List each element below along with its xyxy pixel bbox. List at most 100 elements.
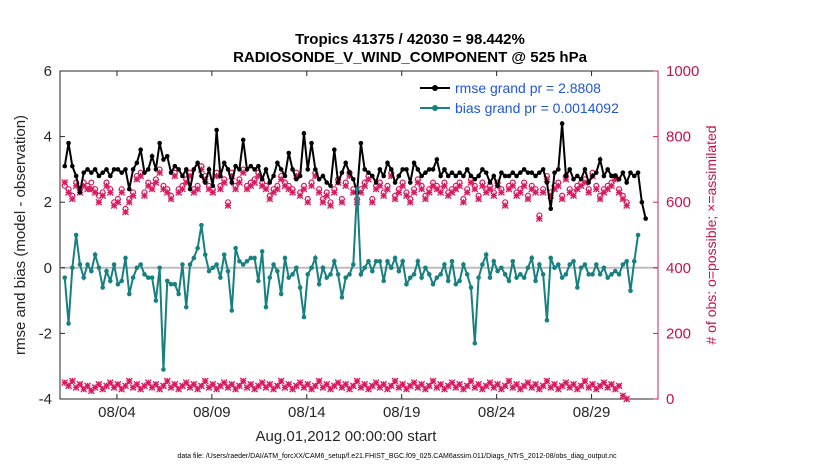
rmse-point	[487, 180, 493, 185]
rmse-point	[369, 173, 375, 179]
rmse-point	[628, 170, 633, 175]
rmse-point	[616, 176, 622, 182]
obs-assimilated-point	[573, 185, 581, 193]
obs-assimilated-point	[338, 198, 346, 206]
obs-assimilated-point	[418, 185, 426, 193]
obs-low-point	[429, 377, 437, 385]
obs-assimilated-point	[232, 185, 240, 193]
obs-low-point	[615, 382, 623, 390]
obs-assimilated-point	[391, 195, 399, 203]
obs-assimilated-point	[509, 182, 517, 190]
rmse-point	[518, 170, 523, 175]
obs-low-point	[391, 377, 399, 385]
obs-low-point	[421, 385, 429, 393]
obs-low-point	[482, 382, 490, 390]
rmse-point	[438, 173, 443, 179]
obs-low-point	[152, 380, 160, 388]
obs-assimilated-point	[163, 188, 171, 196]
y-right-tick-label: 800	[666, 129, 691, 146]
y-right-tick-label: 200	[666, 325, 691, 342]
obs-low-point	[608, 380, 615, 388]
bias-point	[328, 272, 333, 277]
bias-point	[438, 272, 443, 277]
obs-assimilated-point	[216, 185, 224, 193]
bias-point	[468, 285, 474, 290]
y-right-tick-label: 0	[666, 391, 674, 408]
bias-point	[92, 252, 98, 257]
bias-point	[313, 255, 318, 261]
bias-point	[100, 285, 106, 290]
rmse-point	[339, 170, 345, 175]
obs-assimilated-point	[486, 185, 494, 193]
obs-low-point	[285, 380, 293, 388]
y-right-tick-label: 600	[666, 194, 691, 211]
bias-point	[104, 268, 109, 274]
bias-point	[373, 258, 379, 264]
obs-assimilated-point	[239, 169, 247, 177]
obs-low-point	[190, 380, 198, 388]
rmse-point	[529, 170, 535, 175]
obs-assimilated-point	[395, 188, 403, 196]
obs-low-point	[148, 384, 156, 391]
obs-assimilated-point	[471, 185, 479, 193]
rmse-point	[415, 167, 421, 172]
legend-bias-marker	[432, 105, 438, 111]
bias-point	[540, 272, 546, 277]
obs-assimilated-point	[524, 195, 532, 203]
y-tick-label: 4	[44, 129, 52, 146]
obs-low-point	[592, 385, 600, 393]
rmse-point	[263, 167, 269, 172]
obs-assimilated-point	[357, 188, 365, 196]
obs-assimilated-point	[129, 192, 137, 200]
obs-low-point	[216, 382, 224, 390]
bias-point	[96, 265, 102, 271]
bias-point	[309, 265, 314, 271]
obs-assimilated-point	[156, 169, 164, 177]
obs-assimilated-point	[410, 188, 418, 196]
obs-low-point	[581, 377, 589, 385]
obs-assimilated-point	[558, 195, 566, 203]
bias-point	[89, 268, 94, 274]
bias-point	[278, 291, 284, 297]
obs-assimilated-point	[80, 182, 88, 190]
rmse-point	[510, 170, 516, 175]
rmse-point	[491, 173, 497, 179]
rmse-point	[297, 173, 303, 179]
obs-assimilated-point	[91, 188, 99, 196]
rmse-point	[320, 173, 326, 179]
rmse-point	[206, 167, 212, 172]
obs-low-point	[357, 384, 365, 391]
obs-low-point	[547, 384, 555, 391]
obs-low-point	[273, 382, 281, 390]
rmse-point	[601, 173, 607, 179]
rmse-point	[442, 167, 447, 172]
obs-low-point	[209, 380, 217, 388]
rmse-point	[575, 173, 580, 179]
obs-low-point	[528, 384, 536, 391]
rmse-point	[631, 173, 637, 179]
obs-assimilated-point	[296, 192, 304, 200]
obs-low-point	[372, 379, 380, 387]
obs-low-point	[361, 380, 369, 388]
obs-assimilated-point	[490, 192, 498, 200]
obs-assimilated-point	[547, 192, 555, 200]
bias-point	[81, 275, 87, 280]
obs-low-point	[182, 379, 190, 387]
bias-point	[556, 262, 561, 267]
rmse-point	[180, 173, 185, 179]
obs-assimilated-point	[99, 192, 107, 200]
obs-low-point	[437, 380, 445, 388]
bias-point	[628, 288, 633, 294]
obs-low-point	[623, 395, 631, 403]
rmse-point	[81, 170, 87, 175]
rmse-point	[514, 173, 519, 179]
bias-point	[483, 252, 489, 257]
obs-low-point	[330, 382, 338, 390]
obs-low-point	[91, 384, 99, 391]
obs-low-point	[186, 384, 194, 391]
obs-low-point	[399, 380, 407, 388]
obs-assimilated-point	[292, 172, 300, 180]
rmse-point	[214, 127, 219, 133]
bias-point	[631, 258, 637, 264]
bias-point	[290, 272, 295, 277]
